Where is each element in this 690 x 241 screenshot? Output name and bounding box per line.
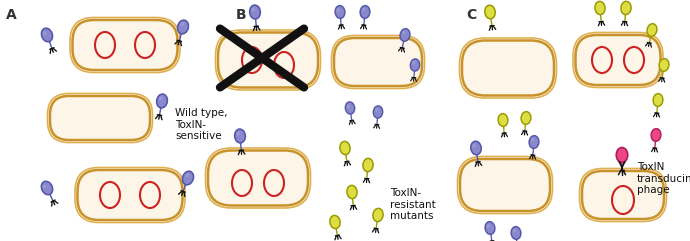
- FancyBboxPatch shape: [218, 33, 318, 87]
- Ellipse shape: [649, 26, 653, 29]
- Ellipse shape: [337, 8, 340, 12]
- Ellipse shape: [342, 144, 345, 148]
- Ellipse shape: [511, 227, 521, 239]
- Ellipse shape: [235, 129, 246, 143]
- Ellipse shape: [400, 29, 410, 41]
- Ellipse shape: [330, 215, 340, 228]
- Ellipse shape: [373, 106, 383, 118]
- FancyBboxPatch shape: [460, 159, 550, 211]
- Ellipse shape: [335, 6, 345, 18]
- Ellipse shape: [471, 141, 481, 155]
- Ellipse shape: [345, 102, 355, 114]
- Ellipse shape: [250, 5, 260, 19]
- Ellipse shape: [346, 104, 350, 108]
- Ellipse shape: [529, 136, 539, 148]
- Ellipse shape: [360, 6, 370, 18]
- Ellipse shape: [402, 31, 406, 34]
- Ellipse shape: [365, 161, 368, 164]
- Ellipse shape: [659, 59, 669, 71]
- Ellipse shape: [647, 24, 657, 36]
- Ellipse shape: [373, 208, 383, 222]
- FancyBboxPatch shape: [334, 38, 422, 86]
- Ellipse shape: [485, 222, 495, 234]
- Ellipse shape: [43, 31, 46, 35]
- Text: ToxIN-
resistant
mutants: ToxIN- resistant mutants: [390, 188, 436, 221]
- Ellipse shape: [618, 150, 622, 154]
- Ellipse shape: [348, 188, 352, 192]
- Ellipse shape: [513, 229, 516, 233]
- Ellipse shape: [43, 185, 46, 188]
- Ellipse shape: [41, 28, 52, 42]
- Text: C: C: [466, 8, 476, 22]
- Ellipse shape: [41, 181, 52, 195]
- Ellipse shape: [375, 108, 378, 111]
- Ellipse shape: [159, 96, 163, 100]
- Ellipse shape: [177, 20, 188, 34]
- Ellipse shape: [523, 114, 526, 117]
- Ellipse shape: [180, 22, 184, 26]
- Text: Wild type,
ToxIN-
sensitive: Wild type, ToxIN- sensitive: [175, 108, 228, 141]
- Ellipse shape: [653, 131, 656, 134]
- Ellipse shape: [157, 94, 168, 108]
- Ellipse shape: [331, 218, 335, 222]
- Ellipse shape: [472, 144, 476, 148]
- Ellipse shape: [486, 224, 490, 228]
- Ellipse shape: [521, 112, 531, 124]
- Ellipse shape: [251, 8, 255, 12]
- Ellipse shape: [616, 147, 628, 162]
- Ellipse shape: [653, 94, 663, 106]
- Text: ToxIN
transducing
phage: ToxIN transducing phage: [637, 162, 690, 195]
- Ellipse shape: [362, 8, 366, 11]
- Ellipse shape: [340, 141, 350, 155]
- Ellipse shape: [182, 171, 194, 185]
- FancyBboxPatch shape: [208, 150, 308, 206]
- Ellipse shape: [485, 5, 495, 19]
- Ellipse shape: [486, 8, 490, 12]
- Ellipse shape: [375, 211, 379, 214]
- Ellipse shape: [237, 132, 240, 136]
- Ellipse shape: [621, 1, 631, 15]
- Ellipse shape: [412, 61, 415, 64]
- FancyBboxPatch shape: [72, 20, 177, 70]
- Text: A: A: [6, 8, 17, 22]
- Ellipse shape: [500, 116, 503, 120]
- Text: B: B: [236, 8, 246, 22]
- FancyBboxPatch shape: [77, 170, 182, 220]
- FancyBboxPatch shape: [575, 35, 660, 85]
- Ellipse shape: [347, 185, 357, 199]
- Ellipse shape: [363, 158, 373, 172]
- Ellipse shape: [651, 129, 661, 141]
- Ellipse shape: [623, 4, 627, 7]
- Ellipse shape: [498, 114, 508, 126]
- Ellipse shape: [655, 96, 658, 99]
- Ellipse shape: [597, 4, 600, 8]
- FancyBboxPatch shape: [582, 171, 664, 219]
- FancyBboxPatch shape: [50, 96, 150, 140]
- Ellipse shape: [531, 138, 535, 141]
- FancyBboxPatch shape: [462, 40, 554, 95]
- Ellipse shape: [595, 1, 605, 15]
- Ellipse shape: [186, 173, 189, 177]
- Ellipse shape: [411, 59, 420, 71]
- Ellipse shape: [661, 61, 664, 64]
